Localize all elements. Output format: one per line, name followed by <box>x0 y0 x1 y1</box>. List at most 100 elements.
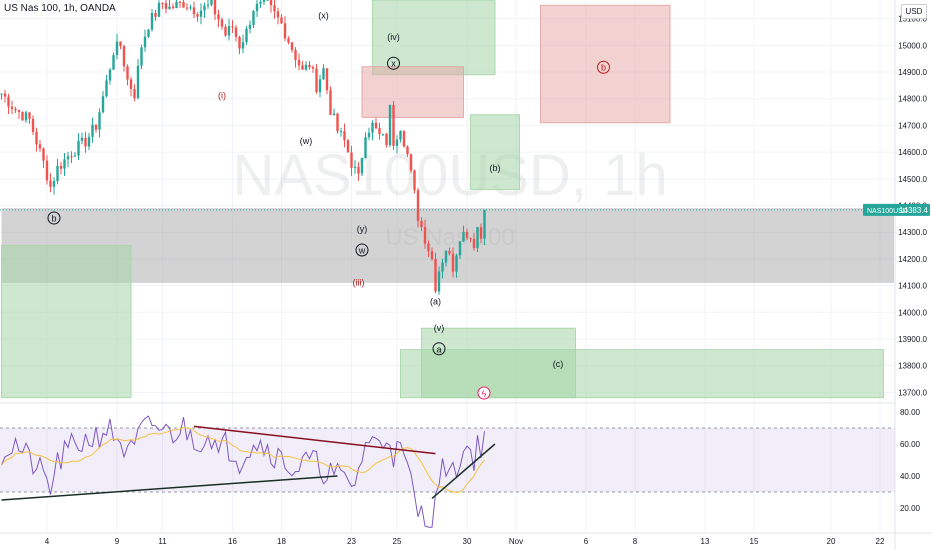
candle-body <box>259 1 262 4</box>
symbol-header[interactable]: US Nas 100, 1h, OANDA <box>4 3 116 14</box>
candle-body <box>66 156 70 160</box>
wave-label: (iv) <box>387 32 400 42</box>
candle-body <box>371 122 374 133</box>
candle-body <box>315 68 318 92</box>
wave-label: (iii) <box>353 278 365 288</box>
candle-body <box>451 253 455 272</box>
candle-body <box>7 96 10 107</box>
wave-label: b <box>51 214 56 224</box>
candle-body <box>101 96 105 113</box>
candle-body <box>157 2 161 17</box>
candle-body <box>374 122 378 129</box>
candle-body <box>472 238 476 249</box>
price-tick-label: 14100.0 <box>898 282 927 291</box>
candle-body <box>0 93 3 95</box>
wave-label: (w) <box>300 136 313 146</box>
candle-body <box>217 14 220 20</box>
candle-body <box>192 7 196 15</box>
candle-body <box>185 7 189 9</box>
candle-body <box>35 131 38 145</box>
candle-body <box>238 36 241 49</box>
candle-body <box>21 112 24 121</box>
candle-body <box>133 89 136 99</box>
candle-body <box>458 241 462 256</box>
candle-body <box>332 113 336 115</box>
wave-label-circle <box>387 56 400 70</box>
candle-body <box>178 1 182 3</box>
candles-layer <box>0 0 486 295</box>
wave-label: (c) <box>553 359 564 369</box>
time-tick-label: 4 <box>45 537 50 546</box>
candle-body <box>301 65 304 70</box>
rsi-tick-label: 60.00 <box>900 440 921 449</box>
time-tick-label: 30 <box>463 537 472 546</box>
candle-body <box>245 28 248 43</box>
candle-body <box>38 144 42 149</box>
candle-body <box>420 220 423 227</box>
wave-label: (b) <box>490 163 501 173</box>
candle-body <box>206 4 210 6</box>
candle-body <box>434 259 437 292</box>
candle-body <box>150 12 154 30</box>
candle-body <box>147 29 150 37</box>
candle-body <box>87 136 91 147</box>
zone-gray <box>1 208 894 283</box>
candle-body <box>269 0 273 6</box>
event-flash-glyph: ϟ <box>482 389 487 399</box>
candle-body <box>287 38 290 43</box>
time-tick-label: 25 <box>393 537 402 546</box>
candle-body <box>196 14 199 17</box>
rsi-tick-label: 80.00 <box>900 408 921 417</box>
candle-body <box>336 113 339 132</box>
rsi-trendline <box>1 475 338 501</box>
candle-body <box>203 5 206 11</box>
candle-body <box>129 79 133 90</box>
candle-body <box>122 46 126 67</box>
wave-label: (y) <box>357 224 368 234</box>
candle-body <box>427 243 430 252</box>
candle-body <box>290 42 294 50</box>
candle-body <box>304 64 308 70</box>
candle-body <box>262 0 266 2</box>
candle-body <box>136 65 140 99</box>
wave-label-circle <box>597 60 610 74</box>
candle-body <box>248 24 252 29</box>
time-tick-label: 16 <box>228 537 237 546</box>
candle-body <box>360 157 364 174</box>
wave-label-circle <box>432 342 446 356</box>
candle-body <box>84 137 87 147</box>
price-tick-label: 15100.0 <box>898 15 927 24</box>
rsi-band <box>0 428 895 492</box>
price-tick-label: 13700.0 <box>898 388 927 397</box>
candle-body <box>353 166 357 168</box>
rsi-ma-line <box>1 426 485 494</box>
wave-label-circle <box>355 243 369 257</box>
candle-body <box>154 12 157 17</box>
candle-body <box>175 1 178 8</box>
candle-body <box>70 156 73 158</box>
candle-body <box>210 0 213 5</box>
watermark-subtitle: US Nas 100 <box>385 224 514 251</box>
candle-body <box>56 165 59 182</box>
candle-body <box>31 118 35 132</box>
candle-body <box>448 250 451 254</box>
candle-body <box>388 105 392 146</box>
candle-body <box>276 11 280 18</box>
candle-body <box>17 110 21 113</box>
currency-button[interactable]: USD <box>901 4 927 19</box>
candle-body <box>108 69 112 81</box>
candle-body <box>189 7 192 9</box>
candle-body <box>409 154 413 171</box>
zone-green <box>470 114 520 190</box>
price-tick-label: 15000.0 <box>898 41 927 50</box>
candle-body <box>378 128 381 134</box>
candle-body <box>423 226 427 244</box>
candle-body <box>49 180 52 187</box>
rsi-trendline <box>431 443 496 499</box>
candle-body <box>98 112 101 130</box>
zone-green <box>1 245 132 399</box>
wave-label: (i) <box>218 91 226 101</box>
zone-green <box>372 0 496 76</box>
